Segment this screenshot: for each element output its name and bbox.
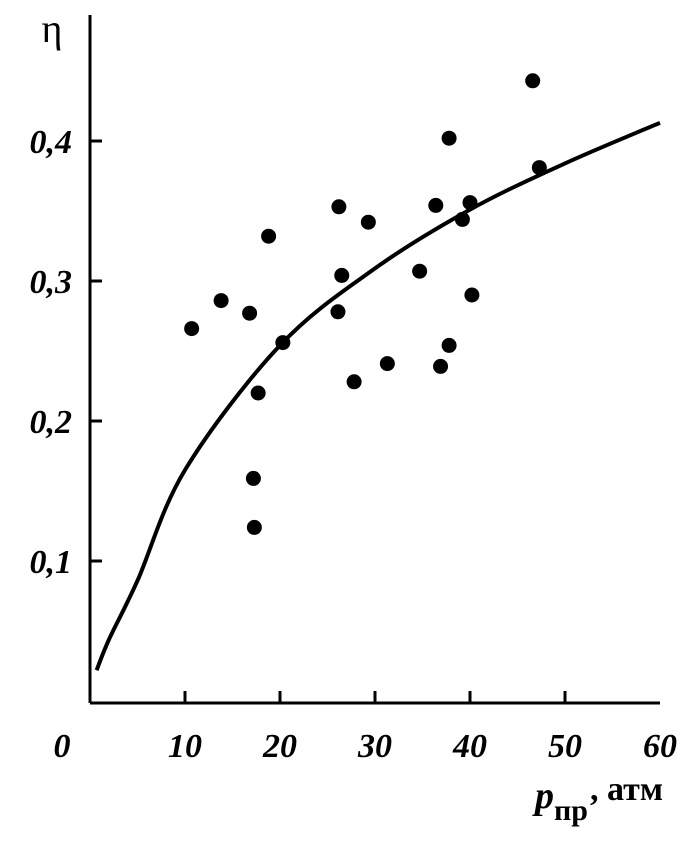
data-point: [213, 293, 229, 309]
x-tick-label: 60: [643, 728, 677, 765]
data-point: [261, 228, 277, 244]
x-tick-label: 10: [168, 728, 202, 765]
data-point: [245, 470, 261, 486]
x-label-unit: , атм: [590, 771, 663, 808]
x-tick-label: 0: [54, 728, 71, 765]
data-point: [360, 214, 376, 230]
y-tick-label: 0,4: [30, 124, 73, 161]
data-point: [246, 519, 262, 535]
x-label-subscript: пр: [554, 794, 588, 827]
x-tick-label: 40: [452, 728, 487, 765]
data-point: [441, 130, 457, 146]
data-point: [379, 356, 395, 372]
data-point: [525, 73, 541, 89]
data-point: [433, 358, 449, 374]
x-axis-label: pпр: [532, 775, 588, 827]
y-tick-label: 0,1: [30, 544, 73, 581]
data-point: [412, 263, 428, 279]
fit-curve: [94, 120, 661, 671]
data-point: [331, 199, 347, 215]
x-tick-label: 20: [262, 728, 297, 765]
data-point: [346, 374, 362, 390]
data-point: [250, 385, 266, 401]
data-point: [441, 337, 457, 353]
y-tick-label: 0,2: [30, 404, 73, 441]
data-point: [464, 287, 480, 303]
x-tick-label: 50: [548, 728, 582, 765]
data-point: [242, 305, 258, 321]
x-label-symbol: p: [532, 775, 554, 817]
data-point: [334, 267, 350, 283]
y-tick-label: 0,3: [30, 264, 73, 301]
y-axis-label: η: [42, 6, 63, 51]
data-point: [330, 304, 346, 320]
data-point: [428, 197, 444, 213]
x-tick-label: 30: [357, 728, 392, 765]
data-point: [184, 321, 200, 337]
